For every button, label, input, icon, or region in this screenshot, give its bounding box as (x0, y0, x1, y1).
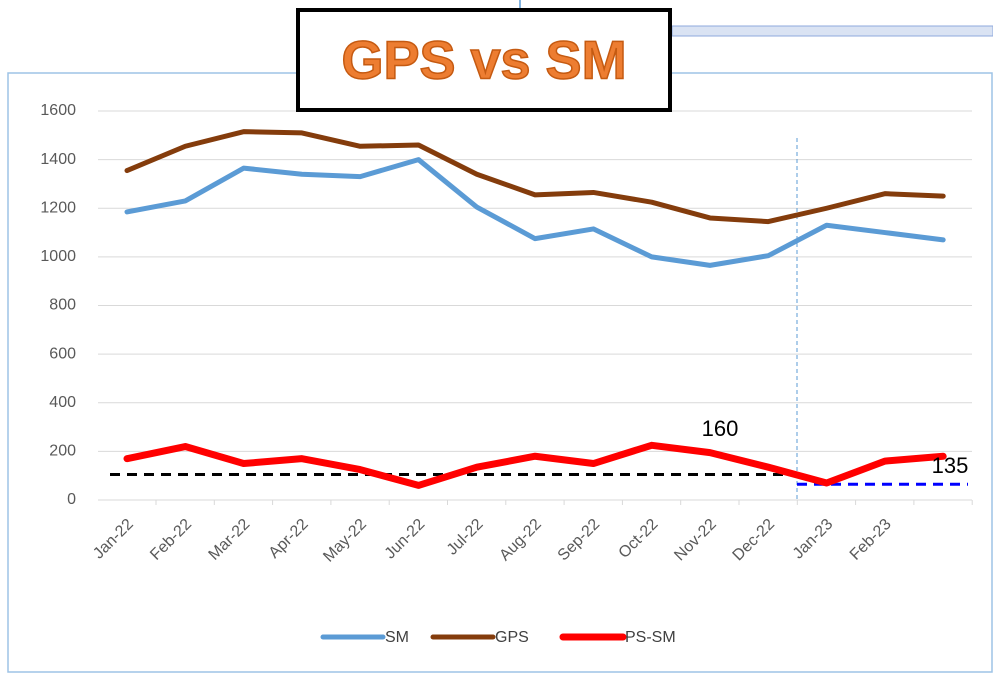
x-tick-label: Jun-22 (382, 516, 429, 563)
x-tick-label: Mar-22 (206, 516, 254, 564)
legend-label: SM (385, 629, 409, 646)
legend-label: PS-SM (625, 629, 676, 646)
x-tick-label: Apr-22 (266, 516, 312, 562)
series-line (124, 129, 946, 225)
x-tick-label: Oct-22 (616, 516, 662, 562)
x-tick-label: Feb-23 (847, 516, 895, 564)
x-tick-label: Feb-22 (147, 516, 195, 564)
legend-label: GPS (495, 629, 529, 646)
title-box (296, 8, 672, 112)
decor-bar (671, 25, 993, 37)
x-tick-label: Nov-22 (671, 516, 720, 565)
x-tick-label: May-22 (320, 516, 370, 566)
annotation: 135 (932, 453, 969, 478)
y-tick-label: 400 (49, 394, 76, 411)
chart-title: GPS vs SM (341, 30, 626, 90)
x-tick-label: Sep-22 (555, 516, 604, 565)
annotation: 160 (702, 416, 739, 441)
y-tick-label: 800 (49, 297, 76, 314)
x-tick-label: Jul-22 (444, 516, 487, 559)
y-tick-label: 1400 (40, 151, 76, 168)
x-tick-label: Jan-23 (790, 516, 837, 563)
y-tick-label: 600 (49, 345, 76, 362)
x-tick-label: Aug-22 (496, 516, 545, 565)
series-line (124, 157, 946, 268)
y-tick-label: 0 (67, 491, 76, 508)
x-tick-label: Jan-22 (90, 516, 137, 563)
y-tick-label: 200 (49, 443, 76, 460)
y-tick-label: 1600 (40, 102, 76, 119)
y-tick-label: 1000 (40, 248, 76, 265)
x-tick-label: Dec-22 (730, 516, 779, 565)
chart-frame (7, 72, 993, 673)
series-line (123, 441, 947, 489)
y-tick-label: 1200 (40, 199, 76, 216)
